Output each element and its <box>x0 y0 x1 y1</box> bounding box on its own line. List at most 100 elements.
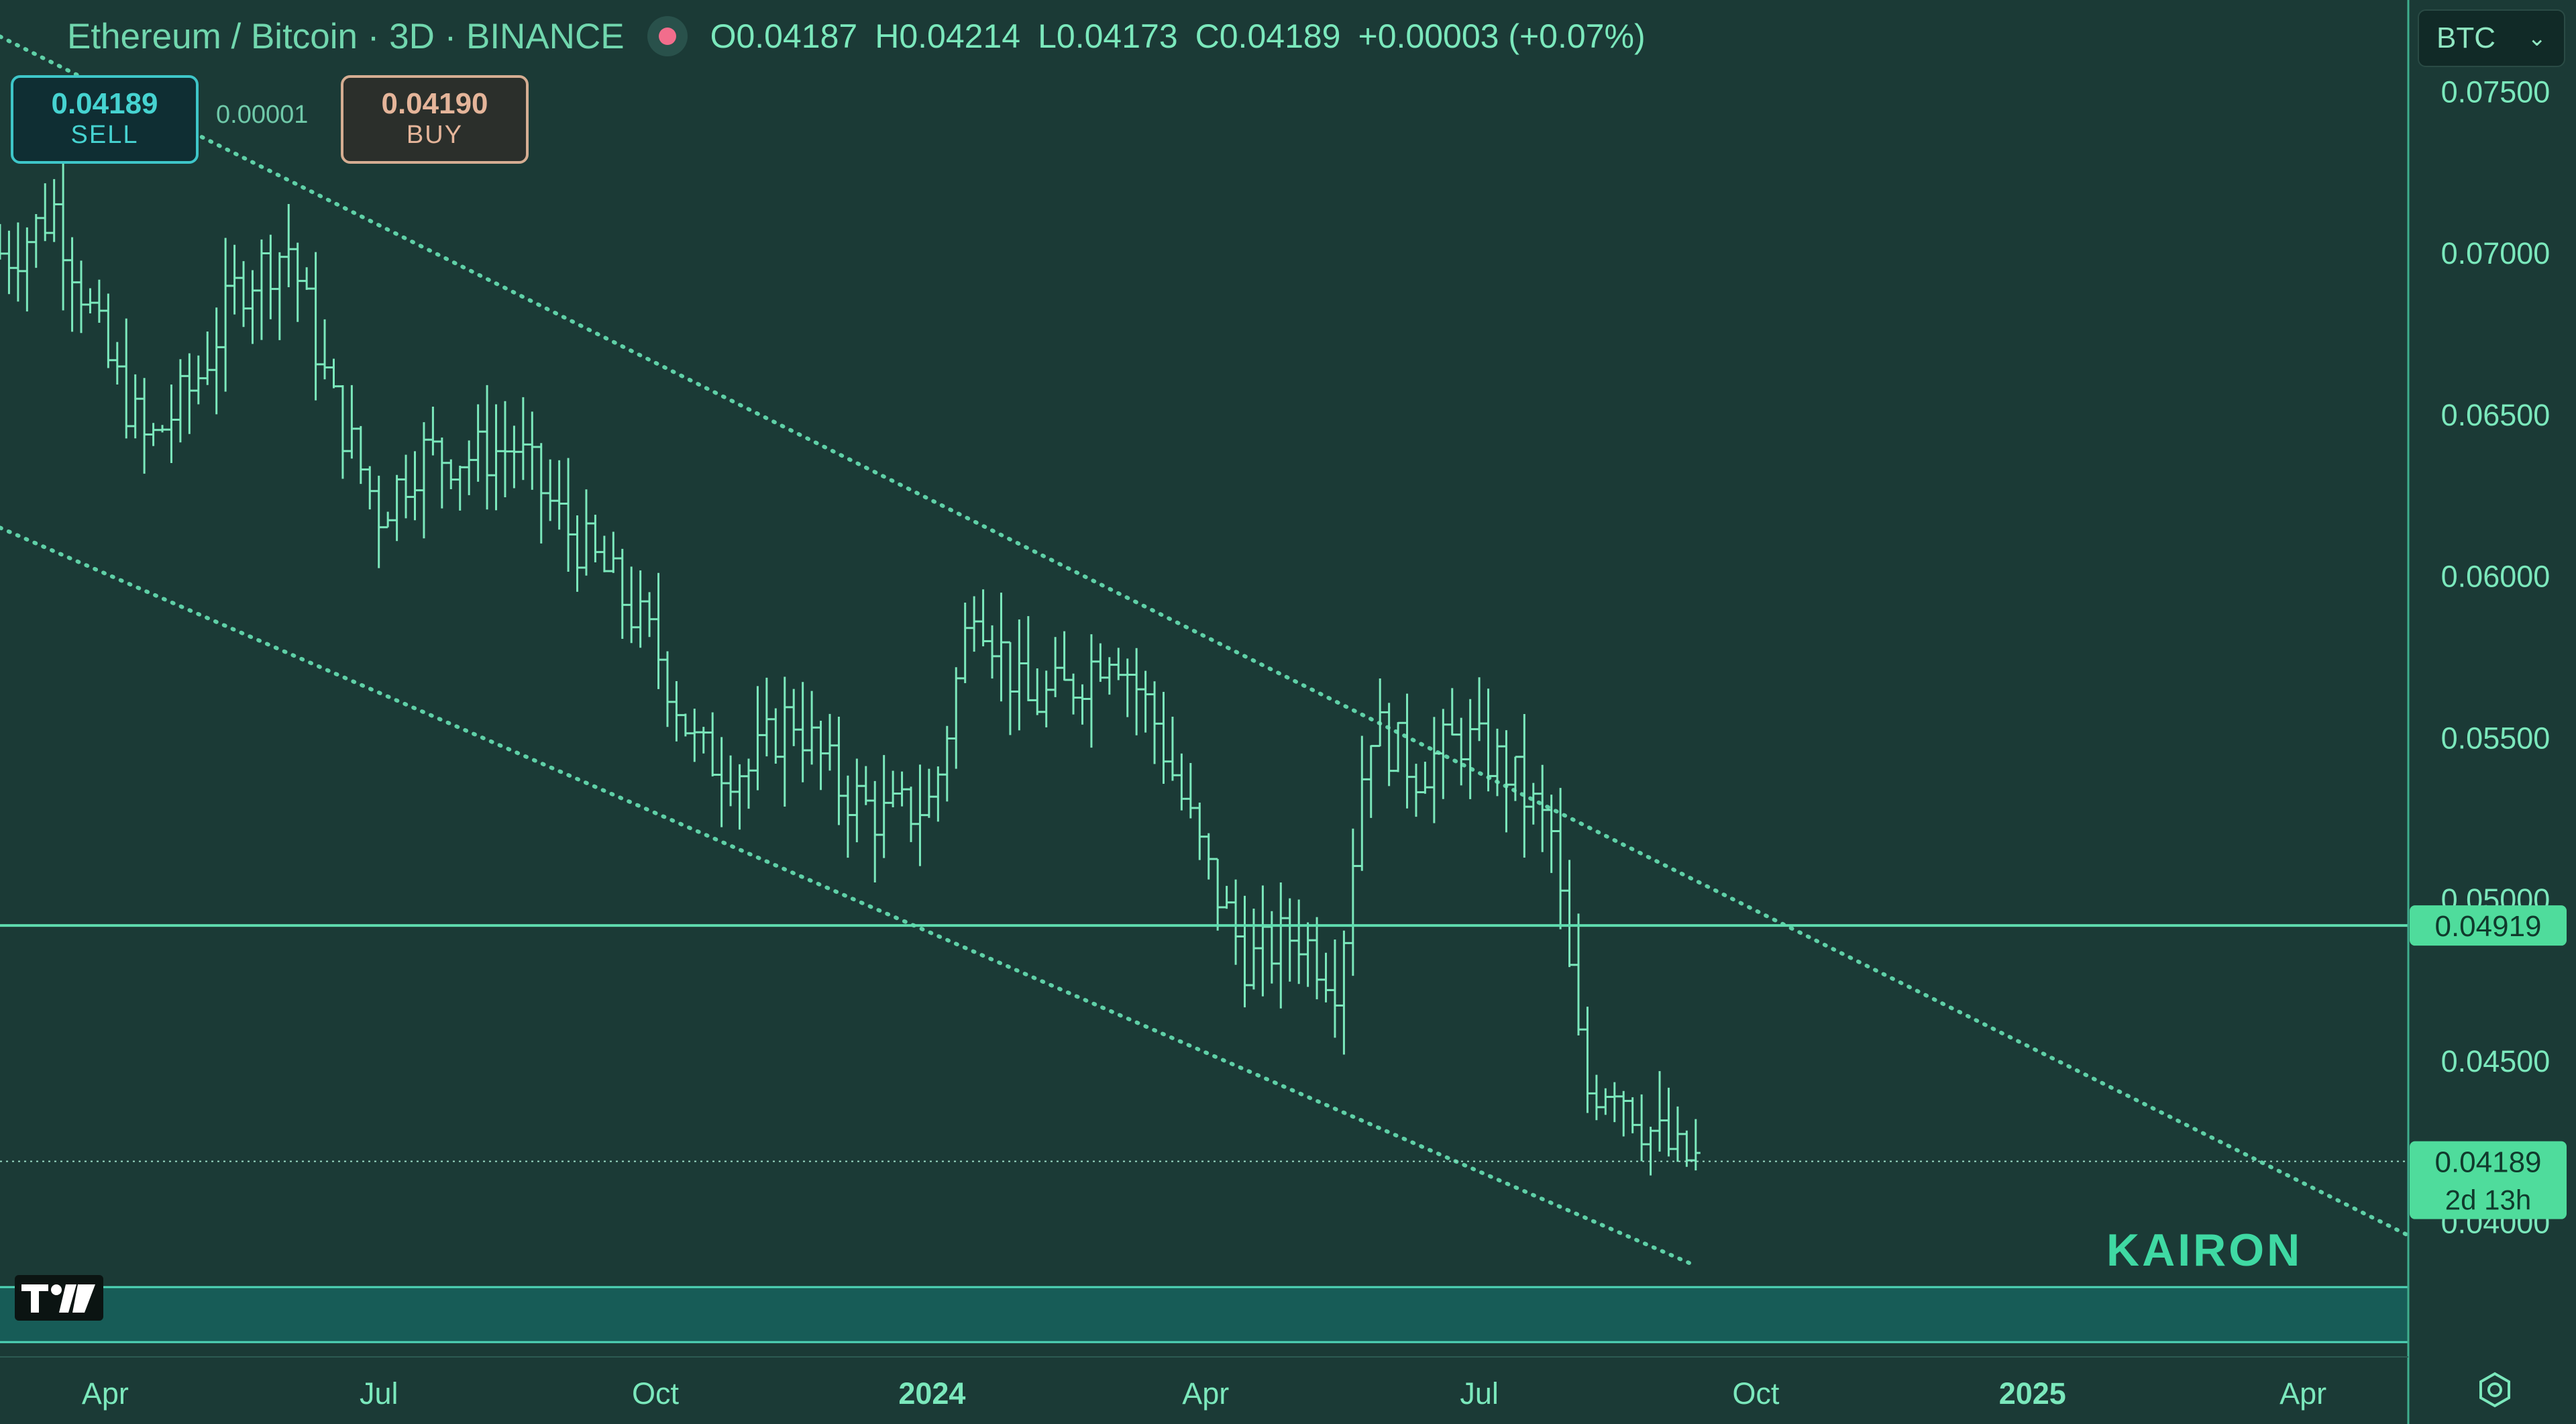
sell-label: SELL <box>70 121 139 150</box>
buy-button[interactable]: 0.04190 BUY <box>341 75 529 164</box>
ohlc-bar <box>40 183 50 242</box>
ohlc-bar <box>58 156 68 311</box>
price-axis[interactable]: 0.040000.045000.050000.055000.060000.065… <box>2441 74 2551 1239</box>
ohlc-bar <box>789 689 799 746</box>
ohlc-bar <box>1393 721 1403 772</box>
ohlc-bar <box>1321 952 1331 1003</box>
ohlc-bar <box>572 515 582 592</box>
ohlc-bar <box>1402 693 1412 809</box>
price-line-labels: 0.04919 0.04189 2d 13h <box>2410 905 2567 1219</box>
chart-header: Ethereum / Bitcoin · 3D · BINANCE O0.041… <box>67 9 1646 63</box>
time-axis[interactable]: Apr Jul Oct 2024 Apr Jul Oct 2025 Apr <box>82 1376 2326 1411</box>
ohlc-bar <box>1222 886 1232 909</box>
ohlc-bar <box>1185 762 1195 819</box>
ohlc-bar <box>1159 691 1169 784</box>
ohlc-values: O0.04187 H0.04214 L0.04173 C0.04189 +0.0… <box>710 17 1646 56</box>
ohlc-bar <box>969 596 979 652</box>
ohlc-bar <box>879 755 889 858</box>
ohlc-bar <box>672 680 682 742</box>
ohlc-bar <box>1339 930 1349 1055</box>
channel-lower-trendline[interactable] <box>0 525 1695 1267</box>
ohlc-bar <box>1528 782 1538 825</box>
ohlc-bar <box>906 786 916 842</box>
ohlc-bar <box>239 261 249 327</box>
ohlc-bar <box>302 267 312 290</box>
ohlc-bar <box>158 425 168 433</box>
y-tick-label: 0.07000 <box>2441 236 2551 270</box>
ohlc-bar <box>753 686 763 791</box>
ohlc-bar <box>1195 803 1205 860</box>
ohlc-bar <box>897 771 907 807</box>
ohlc-bar <box>221 238 231 392</box>
ohlc-bar <box>1501 730 1511 833</box>
ohlc-bar <box>1150 681 1160 764</box>
ohlc-bar <box>978 589 988 647</box>
ohlc-bar <box>807 691 817 765</box>
currency-select[interactable]: BTC ⌄ <box>2418 9 2565 67</box>
ohlc-bar <box>1492 728 1502 797</box>
ohlc-bar <box>383 511 393 529</box>
ohlc-bar <box>446 459 456 489</box>
ohlc-bar <box>1438 709 1448 799</box>
settings-icon[interactable] <box>2471 1366 2518 1413</box>
ohlc-bar <box>1646 1127 1656 1176</box>
ohlc-bar <box>437 438 447 509</box>
ohlc-bar <box>274 252 284 340</box>
buy-price: 0.04190 <box>381 87 488 120</box>
ohlc-bar <box>148 423 158 446</box>
ohlc-bar <box>861 766 871 805</box>
ohlc-bar <box>103 293 113 368</box>
ohlc-bar <box>229 244 239 315</box>
x-tick-label: Oct <box>632 1376 680 1411</box>
ohlc-bar <box>915 764 925 866</box>
bottom-band <box>0 1287 2408 1342</box>
ohlc-bar <box>1573 913 1583 1035</box>
ohlc-bar <box>464 440 474 495</box>
ohlc-bar <box>1619 1090 1629 1137</box>
ohlc-bar <box>509 425 519 489</box>
market-status-icon <box>647 16 688 56</box>
channel-upper-trendline[interactable] <box>0 34 2410 1237</box>
ohlc-bar <box>1069 673 1079 715</box>
ohlc-bar <box>1420 762 1430 794</box>
ohlc-bar <box>951 667 961 769</box>
ohlc-bar <box>1095 643 1106 682</box>
ohlc-bar <box>608 531 619 573</box>
ohlc-bar <box>311 252 321 401</box>
ohlc-bar <box>455 466 465 511</box>
ohlc-bar <box>0 223 5 260</box>
ohlc-bar <box>49 179 59 242</box>
x-tick-label: Apr <box>82 1376 129 1411</box>
ohlc-bar <box>761 677 771 757</box>
ohlc-bar <box>698 727 708 754</box>
ohlc-bar <box>121 318 131 439</box>
x-tick-label: Jul <box>1460 1376 1499 1411</box>
ohlc-bar <box>708 712 718 776</box>
ohlc-bar <box>987 625 998 679</box>
y-tick-label: 0.05500 <box>2441 721 2551 755</box>
ohlc-bar <box>392 474 402 542</box>
ohlc-bar <box>852 758 862 843</box>
tradingview-logo-icon[interactable] <box>15 1275 103 1324</box>
ohlc-bar <box>256 239 266 340</box>
x-tick-label: 2025 <box>1999 1376 2066 1411</box>
symbol-title[interactable]: Ethereum / Bitcoin · 3D · BINANCE <box>67 16 625 56</box>
buy-label: BUY <box>406 121 464 150</box>
ohlc-bar <box>491 404 501 511</box>
ohlc-bar <box>735 764 745 830</box>
ohlc-bar <box>1429 717 1439 823</box>
ohlc-bar <box>1032 668 1042 715</box>
ohlc-bar <box>834 716 844 825</box>
ohlc-bar <box>1248 909 1258 990</box>
ohlc-bar <box>1041 670 1051 727</box>
price-bars <box>0 156 1701 1176</box>
sell-button[interactable]: 0.04189 SELL <box>11 75 199 164</box>
close-value: C0.04189 <box>1195 17 1341 55</box>
ohlc-bar <box>140 378 150 474</box>
ohlc-bar <box>428 406 438 456</box>
ohlc-bar <box>1546 795 1556 873</box>
ohlc-bar <box>933 766 943 822</box>
ohlc-bar <box>825 713 835 771</box>
ohlc-bar <box>1348 828 1358 976</box>
